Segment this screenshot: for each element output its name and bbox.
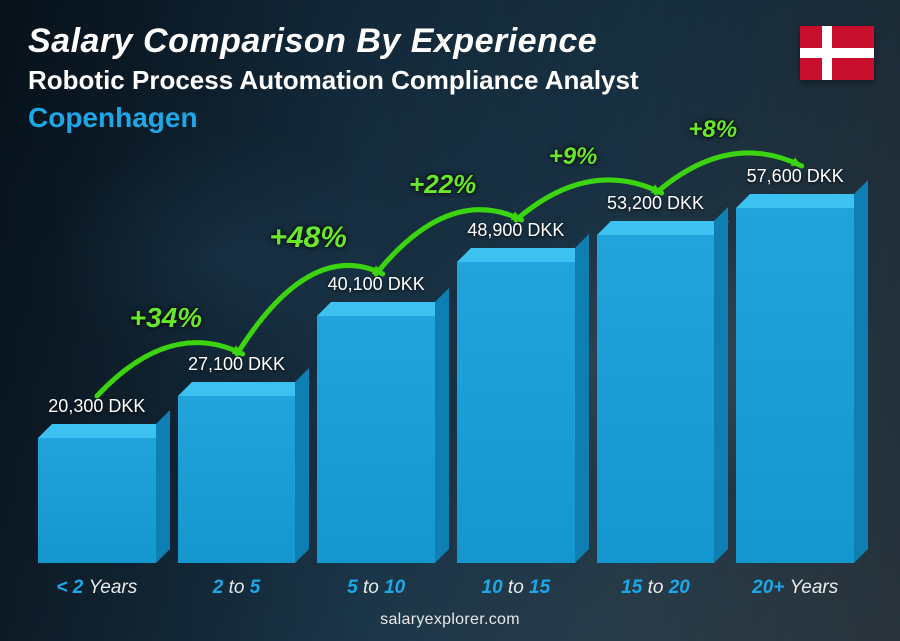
bar-front [736, 208, 854, 563]
chart-location: Copenhagen [28, 102, 780, 134]
bar-front [178, 396, 296, 563]
denmark-flag-icon [800, 26, 874, 80]
bar-column: 27,100 DKK2 to 5 [178, 396, 296, 563]
chart-subtitle: Robotic Process Automation Compliance An… [28, 65, 780, 96]
bar-column: 57,600 DKK20+ Years [736, 208, 854, 563]
bar-column: 40,100 DKK5 to 10 [317, 316, 435, 563]
bar-column: 48,900 DKK10 to 15 [457, 262, 575, 563]
bar-chart: 20,300 DKK< 2 Years27,100 DKK2 to 540,10… [38, 170, 854, 563]
bar: 40,100 DKK [317, 316, 435, 563]
bar: 20,300 DKK [38, 438, 156, 563]
bar-value-label: 27,100 DKK [142, 354, 330, 375]
pct-change-label: +48% [269, 221, 347, 255]
bar-top [457, 248, 589, 262]
bar-front [38, 438, 156, 563]
bar-top [317, 302, 449, 316]
pct-change-label: +8% [688, 116, 737, 144]
bar-category-label: 20+ Years [701, 577, 889, 599]
bar-column: 53,200 DKK15 to 20 [597, 235, 715, 563]
footer-attribution: salaryexplorer.com [0, 611, 900, 629]
bar: 48,900 DKK [457, 262, 575, 563]
bar-top [736, 194, 868, 208]
bar-side [295, 368, 309, 563]
bar-top [178, 382, 310, 396]
bar-side [854, 180, 868, 563]
bar: 53,200 DKK [597, 235, 715, 563]
title-block: Salary Comparison By Experience Robotic … [28, 22, 780, 134]
chart-title: Salary Comparison By Experience [28, 22, 780, 61]
pct-change-label: +9% [549, 143, 598, 171]
bar-front [457, 262, 575, 563]
bar: 27,100 DKK [178, 396, 296, 563]
bar-top [38, 424, 170, 438]
bar-side [435, 288, 449, 563]
bar-front [597, 235, 715, 563]
bar-value-label: 53,200 DKK [561, 193, 749, 214]
bar-side [575, 234, 589, 563]
bar-top [597, 221, 729, 235]
bar: 57,600 DKK [736, 208, 854, 563]
pct-change-label: +34% [130, 302, 202, 334]
bar-value-label: 48,900 DKK [422, 220, 610, 241]
bar-side [156, 410, 170, 563]
bar-front [317, 316, 435, 563]
infographic-stage: Salary Comparison By Experience Robotic … [0, 0, 900, 641]
bar-value-label: 57,600 DKK [701, 166, 889, 187]
bar-value-label: 20,300 DKK [3, 396, 191, 417]
bar-column: 20,300 DKK< 2 Years [38, 438, 156, 563]
pct-change-label: +22% [409, 169, 476, 200]
bar-value-label: 40,100 DKK [282, 274, 470, 295]
bar-side [714, 207, 728, 563]
